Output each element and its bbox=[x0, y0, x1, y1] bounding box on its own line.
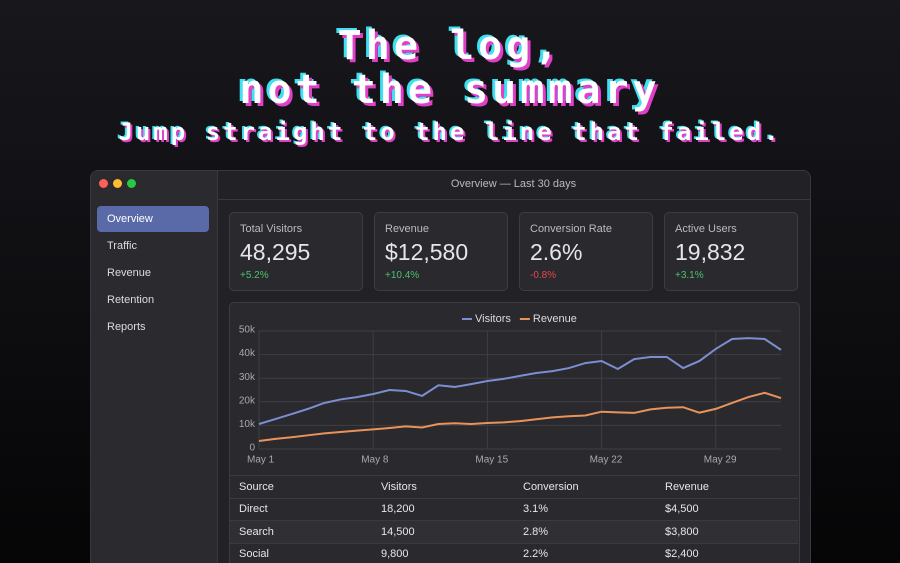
kpi-card: Revenue $12,580 +10.4% bbox=[374, 212, 508, 291]
legend-label: Revenue bbox=[533, 313, 577, 325]
headline-line: not the summary bbox=[239, 67, 661, 113]
line-series bbox=[258, 337, 782, 425]
nav-item[interactable]: Retention bbox=[107, 294, 155, 306]
column-header: Conversion bbox=[514, 475, 656, 498]
table-row: Social 9,800 2.2% $2,400 bbox=[230, 542, 798, 563]
table-row: Direct 18,200 3.1% $4,500 bbox=[230, 497, 798, 521]
chart: 0 10k 20k 30k 40k 50k May 1 May 8 May 15 May 22 Ma… bbox=[239, 313, 782, 466]
column-header: Source bbox=[230, 475, 372, 498]
table-header: Source Visitors Conversion Revenue bbox=[230, 475, 798, 498]
kpi-value: 2.6% bbox=[530, 239, 583, 265]
table-cell: 14,500 bbox=[372, 520, 514, 543]
line-series bbox=[258, 391, 782, 442]
kpi-card: Total Visitors 48,295 +5.2% bbox=[229, 212, 363, 291]
y-tick-label: 50k bbox=[239, 325, 256, 336]
kpi-card: Conversion Rate 2.6% -0.8% bbox=[519, 212, 653, 291]
headline-line: The log, bbox=[337, 23, 563, 69]
x-tick-label: May 22 bbox=[590, 455, 623, 466]
x-tick-label: May 15 bbox=[475, 455, 508, 466]
kpi-delta: +5.2% bbox=[240, 270, 269, 281]
subtitle: Jump straight to the line that failed. bbox=[118, 118, 782, 146]
table-row: Search 14,500 2.8% $3,800 bbox=[230, 520, 798, 543]
table-cell: 3.1% bbox=[514, 497, 656, 521]
kpi-delta: -0.8% bbox=[530, 270, 557, 281]
table: Source Visitors Conversion Revenue Direct 18,… bbox=[230, 475, 798, 563]
table-cell: $3,800 bbox=[656, 520, 798, 543]
kpi-delta: +3.1% bbox=[675, 270, 704, 281]
close-button[interactable] bbox=[99, 179, 108, 188]
x-tick-label: May 29 bbox=[704, 455, 737, 466]
kpi-value: $12,580 bbox=[385, 239, 469, 265]
table-cell: $2,400 bbox=[656, 542, 798, 563]
minimize-button[interactable] bbox=[113, 179, 122, 188]
nav-item[interactable]: Reports bbox=[107, 321, 146, 333]
window-title: Overview — Last 30 days bbox=[217, 171, 810, 200]
y-tick-label: 10k bbox=[239, 419, 256, 430]
table-cell: 2.2% bbox=[514, 542, 656, 563]
column-header: Revenue bbox=[656, 475, 798, 498]
app-window: Overview Traffic Revenue Retention Reports O… bbox=[90, 170, 811, 563]
table-cell: 9,800 bbox=[372, 542, 514, 563]
y-tick-label: 40k bbox=[239, 348, 256, 359]
table-cell: Social bbox=[230, 542, 372, 563]
sidebar: Overview Traffic Revenue Retention Reports bbox=[91, 171, 218, 563]
x-tick-label: May 8 bbox=[361, 455, 389, 466]
y-tick-label: 20k bbox=[239, 395, 256, 406]
kpi-label: Total Visitors bbox=[240, 223, 303, 235]
chart-panel: 0 10k 20k 30k 40k 50k May 1 May 8 May 15 May 22 Ma… bbox=[229, 302, 800, 563]
kpi-label: Conversion Rate bbox=[530, 223, 612, 235]
nav-item[interactable]: Revenue bbox=[107, 267, 152, 279]
table-cell: 18,200 bbox=[372, 497, 514, 521]
y-tick-label: 30k bbox=[239, 372, 256, 383]
kpi-value: 48,295 bbox=[240, 239, 311, 265]
x-tick-label: May 1 bbox=[247, 455, 275, 466]
nav-item[interactable]: Traffic bbox=[107, 240, 137, 252]
nav-item[interactable]: Overview bbox=[97, 206, 209, 232]
headline: The log, not the summary bbox=[0, 24, 900, 112]
column-header: Visitors bbox=[372, 475, 514, 498]
kpi-delta: +10.4% bbox=[385, 270, 420, 281]
table-cell: 2.8% bbox=[514, 520, 656, 543]
table-cell: Direct bbox=[230, 497, 372, 521]
table-cell: Search bbox=[230, 520, 372, 543]
kpi-card: Active Users 19,832 +3.1% bbox=[664, 212, 798, 291]
kpi-value: 19,832 bbox=[675, 239, 746, 265]
kpi-label: Revenue bbox=[385, 223, 430, 235]
table-cell: $4,500 bbox=[656, 497, 798, 521]
y-tick-label: 0 bbox=[249, 443, 255, 454]
legend-label: Visitors bbox=[475, 313, 511, 325]
zoom-button[interactable] bbox=[127, 179, 136, 188]
kpi-label: Active Users bbox=[675, 223, 737, 235]
